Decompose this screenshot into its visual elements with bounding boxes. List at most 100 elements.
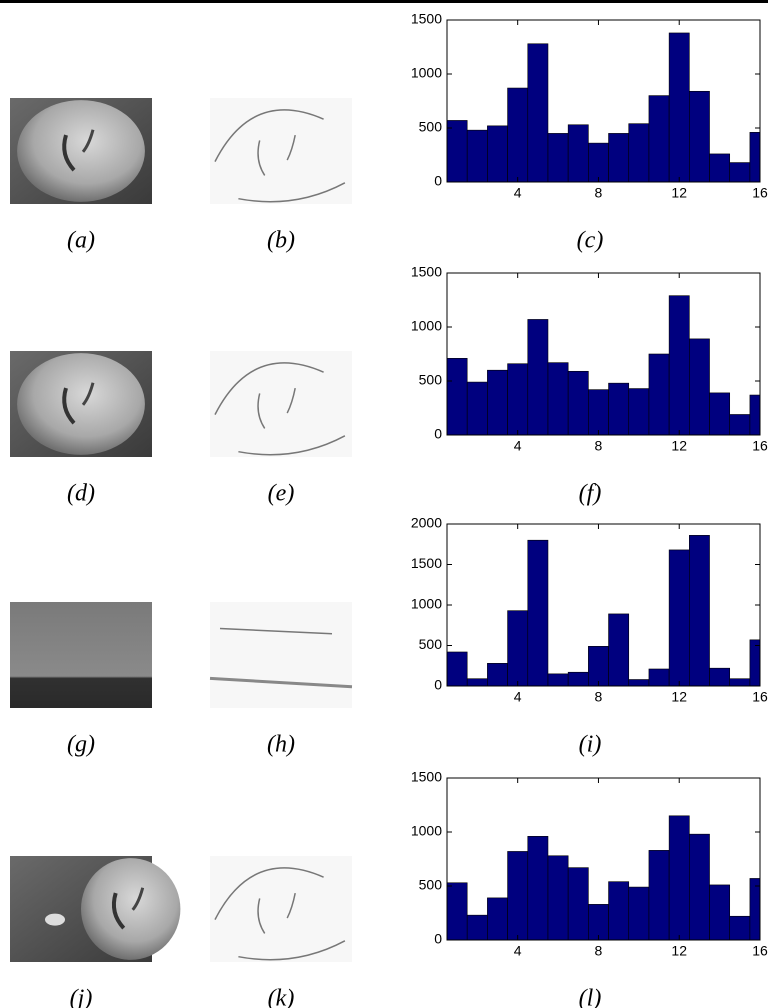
caption: (e) xyxy=(268,481,295,507)
bar xyxy=(588,904,609,940)
bar xyxy=(648,95,670,182)
y-tick-label: 500 xyxy=(419,372,443,388)
bar xyxy=(567,671,589,686)
bar xyxy=(527,319,549,435)
bar xyxy=(547,133,569,182)
y-tick-label: 1500 xyxy=(411,769,442,785)
glare xyxy=(45,913,65,926)
bar xyxy=(689,833,710,940)
bar xyxy=(729,414,751,435)
edge-image xyxy=(210,98,352,204)
mark xyxy=(62,134,76,172)
bar xyxy=(466,914,488,940)
edge xyxy=(214,109,324,162)
bar xyxy=(689,90,710,182)
x-tick-label: 4 xyxy=(514,438,522,454)
fruit xyxy=(17,353,145,455)
y-tick-label: 1000 xyxy=(411,318,442,334)
bar xyxy=(648,668,670,686)
y-tick-label: 0 xyxy=(434,173,442,189)
photo xyxy=(10,98,152,204)
bar xyxy=(507,363,529,435)
x-tick-label: 12 xyxy=(671,438,687,454)
edge xyxy=(238,182,346,203)
caption: (a) xyxy=(67,228,95,254)
x-tick-label: 8 xyxy=(595,438,603,454)
bar xyxy=(709,667,731,686)
edge-bg xyxy=(210,856,352,962)
bar xyxy=(749,132,760,182)
y-tick-label: 1500 xyxy=(411,555,442,571)
bar xyxy=(749,394,760,435)
y-tick-label: 1000 xyxy=(411,823,442,839)
x-tick-label: 4 xyxy=(514,943,522,959)
y-tick-label: 1000 xyxy=(411,65,442,81)
bar xyxy=(608,133,630,182)
x-tick-label: 16 xyxy=(752,943,768,959)
caption: (h) xyxy=(267,732,295,758)
edge xyxy=(219,627,333,635)
bar xyxy=(648,353,670,435)
bar xyxy=(648,850,670,940)
x-tick-label: 12 xyxy=(671,689,687,705)
bar xyxy=(547,362,569,435)
y-tick-label: 0 xyxy=(434,677,442,693)
bar xyxy=(567,370,589,435)
x-tick-label: 16 xyxy=(752,689,768,705)
bar xyxy=(527,836,549,940)
photo xyxy=(10,602,152,708)
bar xyxy=(608,613,630,686)
bar xyxy=(628,123,650,182)
photo xyxy=(10,856,181,962)
bar xyxy=(588,142,609,182)
caption: (d) xyxy=(67,481,95,507)
mark xyxy=(81,129,95,153)
bar xyxy=(689,535,710,686)
bar xyxy=(567,867,589,940)
edge-bg xyxy=(210,351,352,457)
bar xyxy=(487,663,508,686)
bar xyxy=(567,124,589,182)
caption: (j) xyxy=(70,986,93,1008)
bar xyxy=(628,886,650,940)
axes-box xyxy=(446,272,761,436)
bar xyxy=(709,153,731,182)
mark xyxy=(111,892,126,930)
bar xyxy=(507,87,529,182)
fruit xyxy=(81,858,181,960)
edge-bg xyxy=(210,602,352,708)
bars xyxy=(447,535,760,686)
bar xyxy=(447,358,468,435)
bar xyxy=(729,678,751,686)
edge xyxy=(257,140,266,176)
bar xyxy=(588,389,609,435)
x-tick-label: 8 xyxy=(595,689,603,705)
bar xyxy=(709,884,731,940)
bar xyxy=(689,338,710,435)
bar xyxy=(588,646,609,686)
y-tick-label: 0 xyxy=(434,931,442,947)
x-tick-label: 8 xyxy=(595,185,603,201)
edge xyxy=(209,676,353,689)
edge-image xyxy=(210,856,352,962)
bar xyxy=(447,651,468,686)
bar xyxy=(507,610,529,686)
y-tick-label: 500 xyxy=(419,877,443,893)
bar xyxy=(527,539,549,686)
caption: (c) xyxy=(577,228,604,254)
x-tick-label: 16 xyxy=(752,185,768,201)
y-tick-label: 1500 xyxy=(411,11,442,27)
bar xyxy=(447,120,468,182)
caption: (k) xyxy=(268,986,295,1008)
bar xyxy=(547,673,569,686)
bar xyxy=(668,815,690,940)
y-tick-label: 1000 xyxy=(411,596,442,612)
edge-image xyxy=(210,351,352,457)
edge-bg xyxy=(210,98,352,204)
bar xyxy=(668,32,690,182)
bar xyxy=(628,679,650,686)
bar xyxy=(668,549,690,686)
bar xyxy=(547,855,569,940)
bars xyxy=(447,815,760,940)
